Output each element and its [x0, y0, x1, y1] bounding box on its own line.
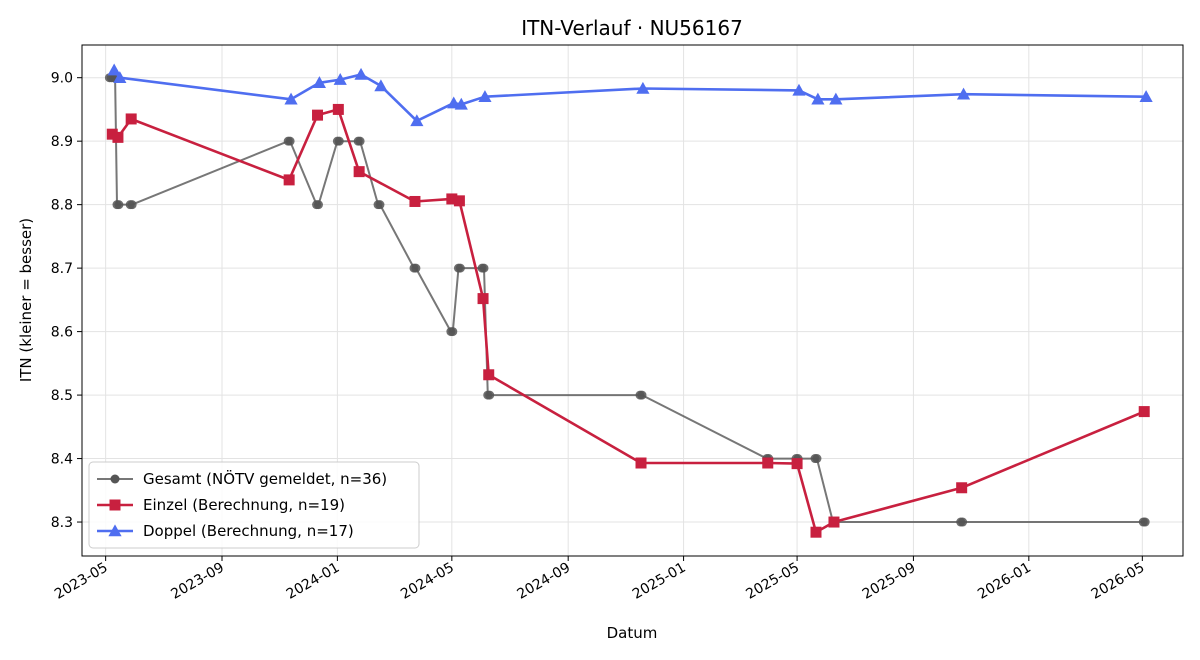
data-point-gesamt	[479, 263, 489, 273]
data-point-einzel	[453, 195, 465, 207]
data-point-einzel	[106, 128, 118, 140]
data-point-gesamt	[375, 200, 385, 210]
chart-title: ITN-Verlauf · NU56167	[521, 16, 743, 40]
y-tick-label: 9.0	[51, 71, 73, 87]
y-tick-label: 8.9	[51, 134, 73, 150]
legend-box	[88, 461, 420, 549]
data-point-gesamt	[355, 136, 365, 146]
legend-label-einzel: Einzel (Berechnung, n=19)	[143, 496, 345, 514]
data-point-gesamt	[334, 136, 344, 146]
y-tick-label: 8.7	[51, 261, 73, 277]
data-point-einzel	[810, 526, 822, 538]
series-gesamt	[104, 73, 1150, 527]
legend-label-gesamt: Gesamt (NÖTV gemeldet, n=36)	[143, 469, 387, 488]
data-point-einzel	[477, 293, 489, 305]
series-doppel	[107, 63, 1153, 127]
x-axis-title: Datum	[607, 624, 658, 642]
data-point-einzel	[332, 103, 344, 115]
data-point-doppel	[956, 87, 971, 100]
data-point-einzel	[483, 369, 495, 381]
data-point-doppel	[792, 83, 806, 96]
data-point-einzel	[283, 174, 295, 186]
data-point-doppel	[811, 92, 825, 105]
legend-swatch-marker	[109, 499, 121, 511]
data-point-gesamt	[313, 200, 323, 210]
y-tick-label: 8.5	[51, 388, 73, 404]
legend-label-doppel: Doppel (Berechnung, n=17)	[143, 522, 354, 540]
data-point-doppel	[829, 92, 843, 105]
data-point-doppel	[454, 97, 468, 110]
legend: Gesamt (NÖTV gemeldet, n=36) Einzel (Bere…	[88, 461, 420, 549]
data-point-einzel	[112, 131, 124, 143]
data-point-doppel	[113, 71, 127, 83]
data-point-gesamt	[448, 327, 458, 337]
data-point-doppel	[284, 92, 298, 105]
data-point-doppel	[333, 72, 347, 85]
data-point-gesamt	[114, 200, 124, 210]
data-point-doppel	[1139, 90, 1153, 103]
y-axis-title: ITN (kleiner = besser)	[17, 218, 35, 382]
y-tick-label: 8.4	[51, 452, 73, 468]
data-point-doppel	[354, 67, 368, 80]
data-point-einzel	[635, 457, 647, 469]
data-point-doppel	[447, 96, 461, 109]
y-tick-label: 8.8	[51, 198, 73, 214]
y-tick-label: 8.3	[51, 515, 73, 531]
data-point-einzel	[353, 166, 365, 178]
data-point-gesamt	[455, 263, 465, 273]
y-tick-label: 8.6	[51, 325, 73, 341]
data-point-einzel	[409, 195, 421, 207]
data-point-gesamt	[958, 517, 968, 527]
plot-frame	[81, 44, 1184, 557]
data-point-einzel	[125, 113, 137, 125]
legend-swatch-marker	[110, 474, 120, 484]
data-point-einzel	[762, 457, 774, 469]
data-point-doppel	[410, 114, 424, 127]
data-point-doppel	[374, 79, 388, 92]
data-point-einzel	[312, 109, 324, 121]
data-point-gesamt	[812, 454, 822, 464]
data-point-doppel	[312, 76, 327, 89]
data-point-einzel	[828, 516, 840, 528]
data-point-einzel	[956, 482, 968, 494]
data-point-doppel	[636, 81, 650, 94]
data-point-doppel	[478, 90, 492, 103]
series-layer	[104, 63, 1153, 538]
data-point-einzel	[791, 458, 803, 470]
data-point-gesamt	[485, 390, 495, 400]
series-einzel	[106, 103, 1150, 538]
data-point-gesamt	[637, 390, 647, 400]
data-point-einzel	[1138, 406, 1150, 418]
data-point-gesamt	[411, 263, 421, 273]
legend-swatch-marker	[108, 524, 122, 537]
data-point-gesamt	[1140, 517, 1150, 527]
data-point-einzel	[446, 193, 458, 205]
data-point-doppel	[107, 63, 121, 76]
data-point-gesamt	[285, 136, 295, 146]
data-point-gesamt	[127, 200, 137, 210]
